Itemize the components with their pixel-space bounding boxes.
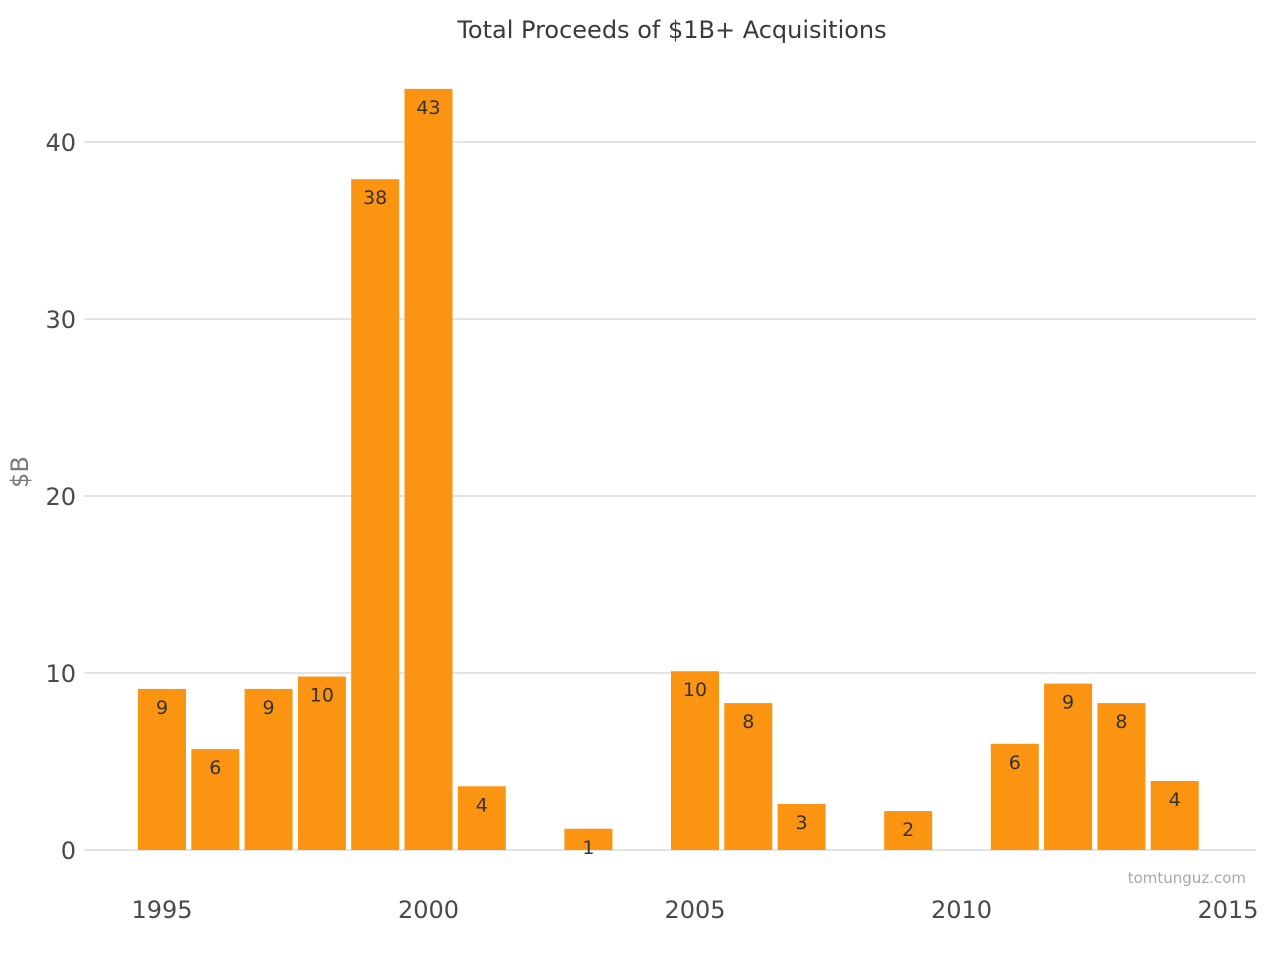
- x-axis-ticks: 1995 2000 2005 2010 2015: [131, 896, 1258, 924]
- y-tick-label: 30: [45, 306, 76, 334]
- data-label: 43: [416, 97, 440, 119]
- bar: [244, 688, 293, 850]
- bar: [351, 179, 400, 851]
- bar: [884, 811, 933, 850]
- bar: [990, 743, 1039, 850]
- x-tick-label: 1995: [131, 896, 192, 924]
- bar: [457, 786, 506, 850]
- data-label: 3: [796, 812, 808, 834]
- data-label: 9: [156, 697, 168, 719]
- y-tick-label: 0: [61, 837, 76, 865]
- chart-title: Total Proceeds of $1B+ Acquisitions: [456, 16, 886, 44]
- y-tick-label: 10: [45, 660, 76, 688]
- bar: [297, 676, 346, 850]
- data-label: 10: [310, 685, 334, 707]
- y-axis-ticks: 0 10 20 30 40: [45, 129, 76, 865]
- watermark: tomtunguz.com: [1128, 869, 1246, 887]
- bar: [138, 688, 186, 850]
- data-label: 9: [263, 697, 275, 719]
- bar: [1044, 683, 1093, 850]
- bar: [1150, 780, 1199, 850]
- data-label: 1: [582, 837, 594, 859]
- x-tick-label: 2015: [1197, 896, 1258, 924]
- data-label: 6: [1009, 752, 1021, 774]
- data-labels: 9 6 9 10 38 43 4 1 10 8 3 2 6 9 8 4: [156, 97, 1181, 859]
- x-tick-label: 2005: [664, 896, 725, 924]
- data-label: 10: [683, 679, 707, 701]
- bars: [138, 88, 1199, 851]
- bar: [404, 88, 453, 850]
- bar: [564, 828, 613, 850]
- bar: [1097, 703, 1146, 850]
- data-label: 4: [476, 794, 488, 816]
- y-tick-label: 20: [45, 483, 76, 511]
- y-tick-label: 40: [45, 129, 76, 157]
- bar: [671, 671, 719, 850]
- data-label: 8: [1115, 711, 1127, 733]
- bar: [191, 749, 240, 850]
- x-tick-label: 2010: [931, 896, 992, 924]
- data-label: 9: [1062, 692, 1074, 714]
- bar: [724, 703, 773, 850]
- data-label: 2: [902, 819, 914, 841]
- data-label: 4: [1169, 789, 1181, 811]
- data-label: 38: [363, 187, 387, 209]
- x-tick-label: 2000: [398, 896, 459, 924]
- bar: [777, 803, 826, 850]
- data-label: 6: [209, 757, 221, 779]
- data-label: 8: [742, 711, 754, 733]
- y-axis-label: $B: [6, 456, 34, 488]
